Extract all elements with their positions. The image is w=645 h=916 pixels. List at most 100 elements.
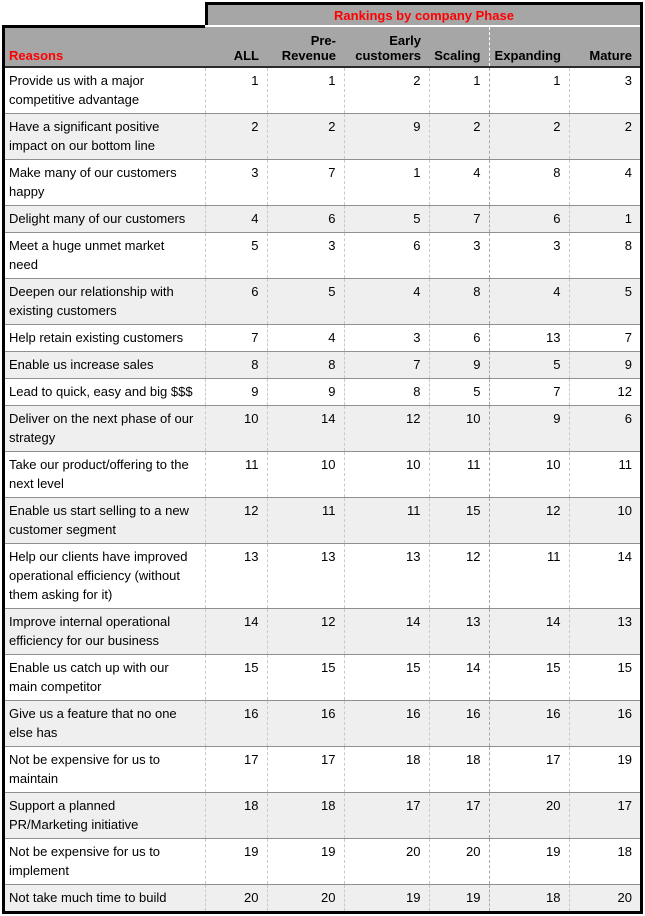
rank-cell: 13: [428, 608, 489, 654]
rank-cell: 9: [204, 378, 267, 405]
rank-cell: 8: [488, 159, 569, 205]
rank-cell: 7: [488, 378, 569, 405]
rank-cell: 17: [266, 746, 344, 792]
table-row: Provide us with a major competitive adva…: [5, 66, 640, 113]
rank-cell: 4: [343, 278, 429, 324]
rank-cell: 20: [343, 838, 429, 884]
table-row: Delight many of our customers 4 6 5 7 6 …: [5, 205, 640, 232]
rank-cell: 16: [266, 700, 344, 746]
rank-cell: 15: [204, 654, 267, 700]
reason-cell: Deepen our relationship with existing cu…: [5, 278, 205, 324]
rank-cell: 12: [568, 378, 640, 405]
rank-cell: 14: [204, 608, 267, 654]
rank-cell: 6: [428, 324, 489, 351]
rank-cell: 17: [343, 792, 429, 838]
table-title-banner: Rankings by company Phase: [205, 2, 643, 25]
reason-cell: Deliver on the next phase of our strateg…: [5, 405, 205, 451]
column-header-reasons: Reasons: [5, 25, 205, 67]
rank-cell: 2: [266, 113, 344, 159]
rank-cell: 20: [488, 792, 569, 838]
rankings-table-container: Reasons ALL Pre-Revenue Early customers …: [2, 25, 643, 914]
rank-cell: 13: [568, 608, 640, 654]
reason-cell: Help our clients have improved operation…: [9, 548, 188, 602]
table-row: Enable us start selling to a new custome…: [5, 497, 640, 543]
rank-cell: 1: [428, 66, 489, 113]
rank-cell: 20: [204, 884, 267, 911]
rank-cell: 4: [204, 205, 267, 232]
reason-cell: Help retain existing customers: [9, 329, 184, 345]
rank-cell: 6: [343, 232, 429, 278]
rank-cell: 11: [343, 497, 429, 543]
rank-cell: 14: [488, 608, 569, 654]
column-header-scaling: Scaling: [429, 26, 489, 67]
table-row: Meet a huge unmet market need 5 3 6 3 3 …: [5, 232, 640, 278]
table-row: Support a planned PR/Marketing initiativ…: [5, 792, 640, 838]
rank-cell: 1: [343, 159, 429, 205]
table-row: Not take much time to build 20 20 19 19 …: [5, 884, 640, 911]
rank-cell: 11: [488, 543, 569, 608]
rank-cell: 18: [343, 746, 429, 792]
rank-cell: 8: [343, 378, 429, 405]
rank-cell: 17: [428, 792, 489, 838]
rank-cell: 3: [488, 232, 569, 278]
rank-cell: 14: [343, 608, 429, 654]
rank-cell: 18: [266, 792, 344, 838]
rank-cell: 6: [204, 278, 267, 324]
rank-cell: 6: [488, 205, 569, 232]
reason-cell: Enable us catch up with our main competi…: [9, 659, 169, 694]
reason-cell: Make many of our customers happy: [9, 164, 177, 199]
rank-cell: 3: [568, 66, 640, 113]
table-title: Rankings by company Phase: [334, 7, 514, 23]
column-header-expanding: Expanding: [488, 26, 569, 67]
header-row: Reasons ALL Pre-Revenue Early customers …: [5, 25, 640, 67]
rank-cell: 14: [266, 405, 344, 451]
table-row: Help our clients have improved operation…: [5, 543, 640, 608]
table-row: Deliver on the next phase of our strateg…: [5, 405, 640, 451]
rank-cell: 16: [568, 700, 640, 746]
table-row: Not be expensive for us to maintain 17 1…: [5, 746, 640, 792]
rank-cell: 15: [266, 654, 344, 700]
table-row: Have a significant positive impact on ou…: [5, 113, 640, 159]
rank-cell: 11: [568, 451, 640, 497]
rank-cell: 15: [568, 654, 640, 700]
reason-cell: Improve internal operational efficiency …: [5, 608, 205, 654]
rank-cell: 17: [204, 746, 267, 792]
reason-cell: Not be expensive for us to maintain: [9, 751, 161, 786]
rank-cell: 14: [428, 654, 489, 700]
rank-cell: 3: [266, 232, 344, 278]
rank-cell: 20: [266, 884, 344, 911]
rank-cell: 20: [428, 838, 489, 884]
rank-cell: 5: [266, 278, 344, 324]
column-header-pre-revenue: Pre-Revenue: [267, 26, 344, 67]
table-row: Improve internal operational efficiency …: [5, 608, 640, 654]
column-header-mature: Mature: [569, 26, 640, 67]
reason-cell: Support a planned PR/Marketing initiativ…: [5, 792, 205, 838]
rank-cell: 10: [568, 497, 640, 543]
rank-cell: 1: [568, 205, 640, 232]
rank-cell: 5: [343, 205, 429, 232]
rank-cell: 10: [343, 451, 429, 497]
table-row: Not be expensive for us to implement 19 …: [5, 838, 640, 884]
rank-cell: 17: [568, 792, 640, 838]
rank-cell: 1: [204, 66, 267, 113]
reason-cell: Not take much time to build: [5, 884, 205, 911]
rank-cell: 7: [204, 324, 267, 351]
rank-cell: 2: [343, 66, 429, 113]
rank-cell: 13: [204, 543, 267, 608]
rank-cell: 4: [488, 278, 569, 324]
rank-cell: 19: [428, 884, 489, 911]
rank-cell: 14: [568, 543, 640, 608]
rank-cell: 15: [488, 654, 569, 700]
table-row: Make many of our customers happy 3 7 1 4…: [5, 159, 640, 205]
rank-cell: 7: [266, 159, 344, 205]
table-header: Reasons ALL Pre-Revenue Early customers …: [5, 25, 640, 67]
rank-cell: 6: [266, 205, 344, 232]
rank-cell: 2: [428, 113, 489, 159]
rank-cell: 16: [343, 700, 429, 746]
rank-cell: 16: [488, 700, 569, 746]
rank-cell: 5: [488, 351, 569, 378]
rank-cell: 4: [266, 324, 344, 351]
rank-cell: 18: [488, 884, 569, 911]
rank-cell: 9: [488, 405, 569, 451]
